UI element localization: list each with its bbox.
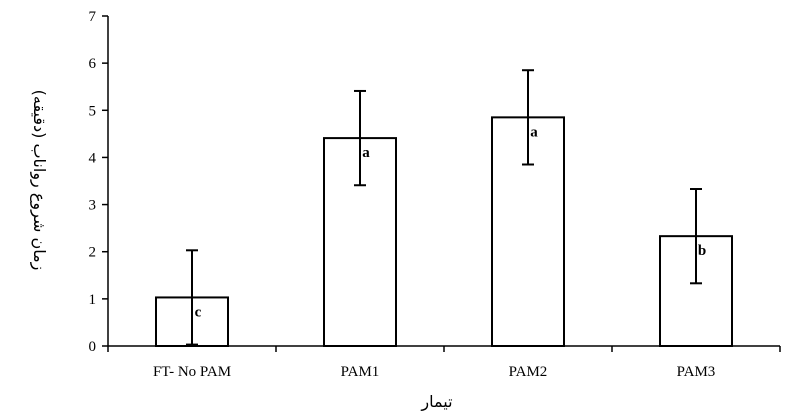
- significance-label: b: [698, 243, 706, 259]
- y-tick-label: 3: [89, 198, 97, 214]
- bars: [155, 116, 733, 348]
- y-tick-label: 2: [89, 245, 97, 261]
- category-label: PAM1: [341, 364, 380, 380]
- x-axis-title: تیمار: [420, 392, 452, 412]
- category-label: PAM2: [509, 364, 548, 380]
- significance-label: a: [362, 145, 370, 161]
- category-labels: FT- No PAM PAM1 PAM2 PAM3: [153, 364, 715, 380]
- significance-label: a: [530, 124, 538, 140]
- category-label: PAM3: [677, 364, 716, 380]
- y-tick-label: 1: [89, 292, 97, 308]
- category-label: FT- No PAM: [153, 364, 231, 380]
- error-bars: [186, 69, 702, 346]
- y-tick-label: 0: [89, 339, 97, 355]
- significance-label: c: [195, 304, 202, 320]
- y-tick-label: 7: [89, 9, 97, 25]
- y-tick-label: 5: [89, 103, 97, 119]
- significance-labels: c a a b: [195, 124, 707, 320]
- y-tick-label: 6: [89, 56, 97, 72]
- y-axis: 0 1 2 3 4 5 6 7: [89, 9, 109, 355]
- y-axis-title: زمان شروع رواناب (دقیقه): [29, 90, 49, 271]
- y-tick-label: 4: [89, 150, 97, 166]
